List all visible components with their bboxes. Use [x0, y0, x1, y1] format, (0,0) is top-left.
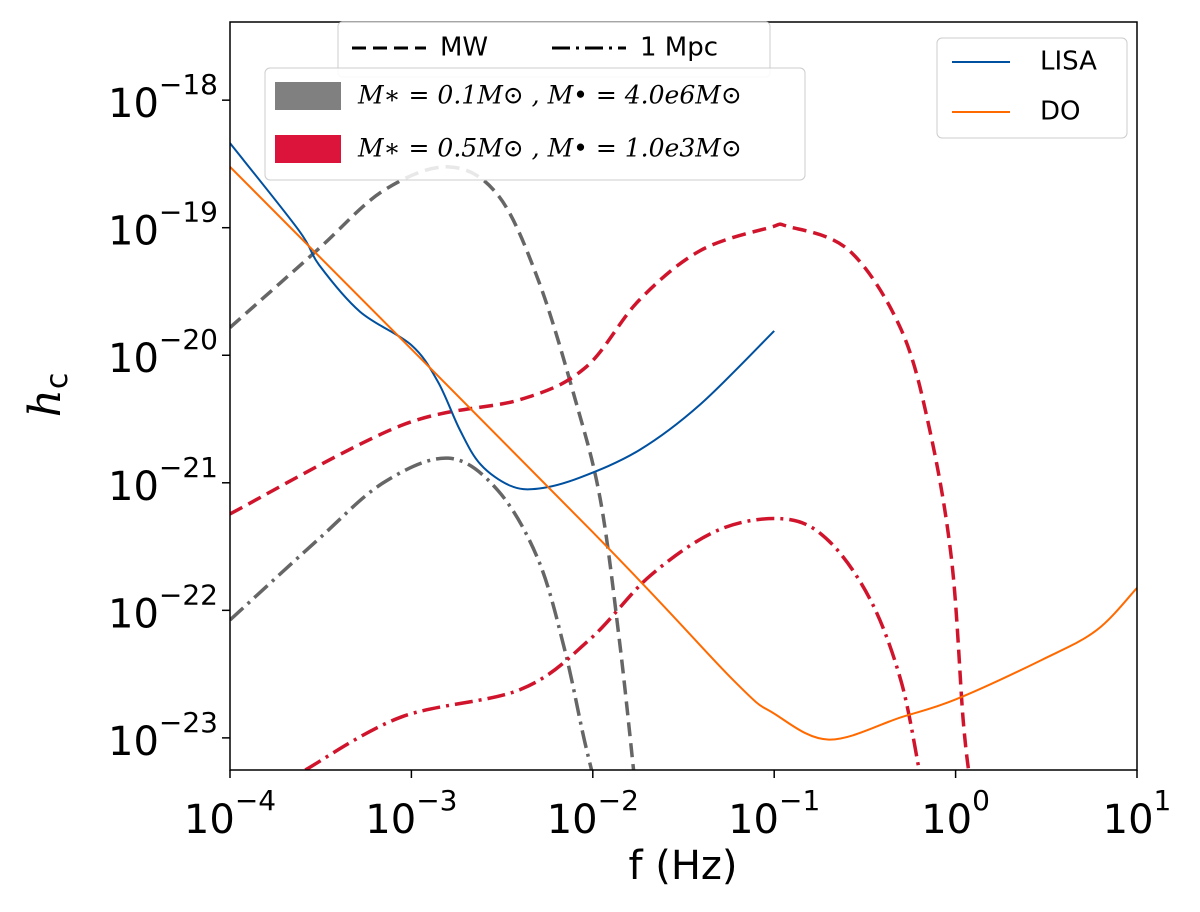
tick-exponent: −23 — [159, 706, 218, 739]
tick-base: 10 — [108, 719, 159, 765]
tick-base: 10 — [108, 336, 159, 382]
legend-label: DO — [1040, 97, 1081, 127]
tick-exponent: −20 — [159, 323, 218, 356]
x-tick-label: 100 — [921, 784, 990, 843]
tick-exponent: −21 — [159, 451, 218, 484]
legend-patch — [275, 135, 341, 163]
legend-patch — [275, 82, 341, 110]
plot-area — [230, 142, 1137, 770]
tick-base: 10 — [1103, 797, 1154, 843]
model-legend-box — [264, 67, 806, 181]
x-tick-label: 10−2 — [547, 784, 639, 843]
legend-label: MW — [440, 33, 488, 63]
model-curve — [230, 165, 636, 770]
x-tick-label: 101 — [1103, 784, 1172, 843]
tick-base: 10 — [365, 797, 416, 843]
tick-exponent: −4 — [235, 784, 276, 817]
tick-base: 10 — [184, 797, 235, 843]
y-tick-label: 10−19 — [108, 196, 218, 255]
y-tick-label: 10−22 — [108, 578, 218, 637]
y-label-sub: c — [40, 373, 75, 390]
legend-label: 1 Mpc — [640, 33, 718, 63]
legends: MW 1 Mpc M∗ = 0.1M⊙ , M• = 4.0e6M⊙ M∗ = 0.5… — [264, 21, 1128, 181]
x-tick-label: 10−4 — [184, 784, 276, 843]
tick-base: 10 — [921, 797, 972, 843]
series-line — [230, 166, 1137, 741]
tick-base: 10 — [108, 209, 159, 255]
tick-base: 10 — [108, 464, 159, 510]
tick-exponent: 0 — [972, 784, 990, 817]
y-tick-label: 10−23 — [108, 706, 218, 765]
series-line — [230, 142, 775, 491]
legend-label: M∗ = 0.1M⊙ , M• = 4.0e6M⊙ — [357, 81, 742, 110]
tick-base: 10 — [547, 797, 598, 843]
legend-label: M∗ = 0.5M⊙ , M• = 1.0e3M⊙ — [357, 134, 742, 163]
y-label-main: h — [20, 389, 71, 417]
model-curve — [230, 222, 971, 770]
x-axis-label: f (Hz) — [628, 843, 737, 889]
tick-exponent: −2 — [598, 784, 639, 817]
tick-base: 10 — [108, 591, 159, 637]
x-tick-label: 10−1 — [728, 784, 820, 843]
model-curve — [304, 516, 921, 770]
tick-base: 10 — [728, 797, 779, 843]
y-tick-label: 10−21 — [108, 451, 218, 510]
y-tick-label: 10−18 — [108, 68, 218, 127]
ticks: 10−4 10−3 10−2 10−1 100 10110−2310−2210−2110−… — [108, 68, 1171, 843]
tick-exponent: −3 — [416, 784, 457, 817]
tick-exponent: −19 — [159, 196, 218, 229]
model-curve — [230, 456, 594, 770]
tick-exponent: −1 — [779, 784, 820, 817]
y-axis-label-text: hc — [20, 373, 75, 418]
legend-label: LISA — [1040, 47, 1097, 77]
series-legend-box — [936, 37, 1128, 139]
tick-base: 10 — [108, 81, 159, 127]
tick-exponent: −22 — [159, 578, 218, 611]
tick-exponent: −18 — [159, 68, 218, 101]
tick-exponent: 1 — [1154, 784, 1172, 817]
x-tick-label: 10−3 — [365, 784, 457, 843]
y-axis-label: hc — [20, 373, 75, 418]
y-tick-label: 10−20 — [108, 323, 218, 382]
